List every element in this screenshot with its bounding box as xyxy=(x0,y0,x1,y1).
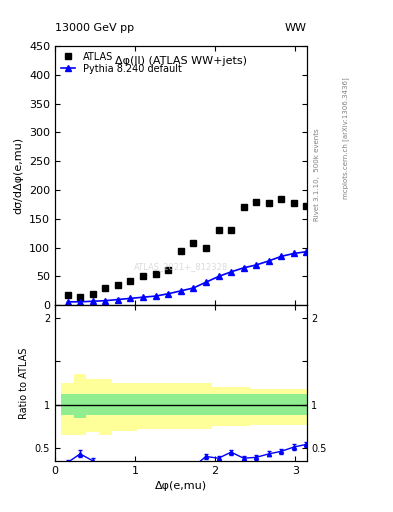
Pythia 8.240 default xyxy=(65,299,70,305)
Pythia 8.240 default xyxy=(178,288,183,294)
ATLAS xyxy=(90,291,95,297)
Pythia 8.240 default xyxy=(204,279,208,285)
Pythia 8.240 default xyxy=(141,294,145,300)
Pythia 8.240 default xyxy=(166,291,171,297)
Y-axis label: dσ/dΔφ(e,mu): dσ/dΔφ(e,mu) xyxy=(13,137,24,214)
Text: Δφ(ll) (ATLAS WW+jets): Δφ(ll) (ATLAS WW+jets) xyxy=(115,56,247,67)
Line: Pythia 8.240 default: Pythia 8.240 default xyxy=(65,249,309,305)
Line: ATLAS: ATLAS xyxy=(64,195,310,301)
Text: ATLAS_2021+_812328: ATLAS_2021+_812328 xyxy=(134,263,228,271)
ATLAS xyxy=(128,278,133,284)
Pythia 8.240 default xyxy=(153,293,158,299)
ATLAS xyxy=(266,200,271,206)
Pythia 8.240 default xyxy=(90,298,95,304)
Text: Rivet 3.1.10,  500k events: Rivet 3.1.10, 500k events xyxy=(314,128,320,221)
ATLAS xyxy=(116,282,120,288)
ATLAS xyxy=(178,247,183,253)
ATLAS xyxy=(141,273,145,280)
ATLAS xyxy=(241,204,246,210)
Pythia 8.240 default xyxy=(279,253,284,260)
Pythia 8.240 default xyxy=(292,250,296,257)
Pythia 8.240 default xyxy=(128,295,133,302)
ATLAS xyxy=(191,240,196,246)
Y-axis label: Ratio to ATLAS: Ratio to ATLAS xyxy=(19,347,29,419)
Pythia 8.240 default xyxy=(191,285,196,291)
ATLAS xyxy=(166,267,171,273)
Text: WW: WW xyxy=(285,23,307,33)
ATLAS xyxy=(292,200,296,206)
ATLAS xyxy=(216,227,221,233)
ATLAS xyxy=(204,245,208,251)
ATLAS xyxy=(78,294,83,300)
ATLAS xyxy=(304,203,309,209)
Pythia 8.240 default xyxy=(216,273,221,280)
Pythia 8.240 default xyxy=(78,299,83,305)
Pythia 8.240 default xyxy=(229,269,233,275)
Pythia 8.240 default xyxy=(116,296,120,303)
Pythia 8.240 default xyxy=(103,297,108,304)
ATLAS xyxy=(65,292,70,298)
Text: 13000 GeV pp: 13000 GeV pp xyxy=(55,23,134,33)
Text: mcplots.cern.ch [arXiv:1306.3436]: mcplots.cern.ch [arXiv:1306.3436] xyxy=(342,77,349,199)
Pythia 8.240 default xyxy=(304,249,309,255)
Pythia 8.240 default xyxy=(254,262,259,268)
X-axis label: Δφ(e,mu): Δφ(e,mu) xyxy=(155,481,207,491)
ATLAS xyxy=(254,199,259,205)
ATLAS xyxy=(279,196,284,202)
ATLAS xyxy=(229,227,233,233)
Pythia 8.240 default xyxy=(266,258,271,264)
ATLAS xyxy=(103,285,108,291)
Pythia 8.240 default xyxy=(241,265,246,271)
Legend: ATLAS, Pythia 8.240 default: ATLAS, Pythia 8.240 default xyxy=(58,49,185,77)
ATLAS xyxy=(153,270,158,276)
